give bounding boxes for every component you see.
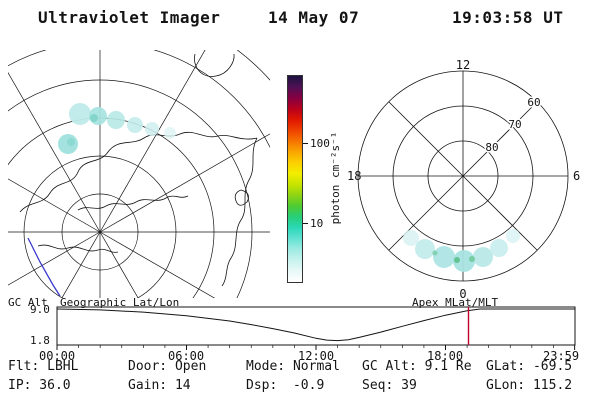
- aurora-blob: [490, 239, 508, 257]
- island-outline: [194, 53, 235, 77]
- colorbar-tickmark: [303, 223, 308, 224]
- aurora-blob: [164, 127, 176, 139]
- page-title: Ultraviolet Imager: [38, 8, 221, 27]
- aurora-blob: [107, 111, 125, 129]
- colorbar-tick-100: 100: [310, 137, 330, 150]
- mlat-mlt-grid: [357, 70, 569, 282]
- meridian-line: [8, 231, 101, 286]
- status-gc-alt: GC Alt: 9.1 Re: [362, 359, 472, 374]
- mlat-70-label: 70: [508, 118, 521, 131]
- mlt-spoke: [462, 175, 538, 251]
- aurora-blob: [127, 117, 143, 133]
- strip-chart-ylabel: GC Alt: [8, 296, 48, 309]
- gc-alt-curve: [56, 308, 575, 342]
- ytick-9: 9.0: [30, 303, 50, 316]
- aurora-blob: [69, 103, 91, 125]
- meridian-line: [99, 231, 139, 298]
- aurora-blob: [473, 247, 493, 267]
- aurora-emission-apex: [403, 229, 520, 272]
- xtick-0000: 00:00: [39, 349, 76, 363]
- coastline: [77, 195, 189, 211]
- meridian-line: [8, 178, 101, 233]
- apex-panel-label: Apex MLat/MLT: [412, 296, 499, 309]
- aurora-blob: [145, 122, 159, 136]
- gc-alt-strip-chart: [56, 306, 576, 350]
- latitude-circle: [8, 50, 270, 149]
- meridian-line: [99, 133, 270, 233]
- status-gain: Gain: 14: [128, 378, 191, 393]
- latlon-grid: [8, 50, 270, 298]
- geographic-map-panel: [8, 50, 270, 298]
- mlt-spoke: [388, 175, 464, 251]
- aurora-blob: [433, 246, 455, 268]
- status-dsp: Dsp: -0.9: [246, 378, 325, 393]
- coastlines: [19, 53, 258, 287]
- coastline: [221, 137, 258, 287]
- latitude-circle: [8, 79, 253, 298]
- meridian-line: [99, 231, 216, 298]
- colorbar-units-label: photon cm⁻²s⁻¹: [329, 131, 342, 225]
- coastline: [37, 244, 119, 253]
- status-ip: IP: 36.0: [8, 378, 71, 393]
- orbit-track-line: [27, 237, 61, 297]
- aurora-emission-geo: [58, 103, 176, 154]
- aurora-blob: [67, 138, 75, 146]
- status-seq: Seq: 39: [362, 378, 417, 393]
- meridian-line: [99, 50, 206, 233]
- aurora-blob: [415, 239, 435, 259]
- aurora-blob: [506, 229, 520, 243]
- latitude-circle: [8, 117, 215, 298]
- strip-chart-frame: [56, 306, 576, 346]
- mlt-6-label: 6: [573, 169, 580, 183]
- colorbar: [287, 75, 303, 283]
- coastline: [19, 131, 258, 213]
- mlt-18-label: 18: [347, 169, 361, 183]
- status-flt: Flt: LBHL: [8, 359, 79, 374]
- status-glon: GLon: 115.2: [486, 378, 573, 393]
- status-mode: Mode: Normal: [246, 359, 340, 374]
- mlat-60-label: 60: [527, 96, 540, 109]
- xtick-1200: 12:00: [298, 349, 335, 363]
- meridian-line: [8, 71, 101, 233]
- colorbar-tick-10: 10: [310, 217, 324, 230]
- meridian-line: [61, 231, 101, 298]
- island-outline: [234, 189, 249, 206]
- mlt-spoke: [388, 101, 464, 177]
- xtick-1800: 18:00: [427, 349, 464, 363]
- status-glat: GLat: -69.5: [486, 359, 573, 374]
- mlt-0-label: 0: [459, 287, 466, 301]
- aurora-blob: [453, 250, 475, 272]
- status-door: Door: Open: [128, 359, 207, 374]
- xtick-0600: 06:00: [168, 349, 205, 363]
- title-time: 19:03:58 UT: [452, 8, 564, 27]
- colorbar-tickmark: [303, 143, 308, 144]
- geo-panel-label: Geographic Lat/Lon: [60, 296, 180, 309]
- mlt-12-label: 12: [456, 58, 470, 72]
- aurora-blob: [454, 257, 460, 263]
- ytick-1.8: 1.8: [30, 334, 50, 347]
- mlat-80-label: 80: [485, 141, 498, 154]
- mlt-spoke: [462, 101, 538, 177]
- aurora-blob: [469, 256, 475, 262]
- latitude-circle: [236, 50, 270, 81]
- aurora-blob: [90, 114, 98, 122]
- xtick-2359: 23:59: [543, 349, 580, 363]
- title-date: 14 May 07: [268, 8, 360, 27]
- aurora-blob: [403, 230, 419, 246]
- aurora-blob: [432, 250, 438, 256]
- apex-polar-panel: 12 18 6 0 80 70 60: [347, 58, 580, 301]
